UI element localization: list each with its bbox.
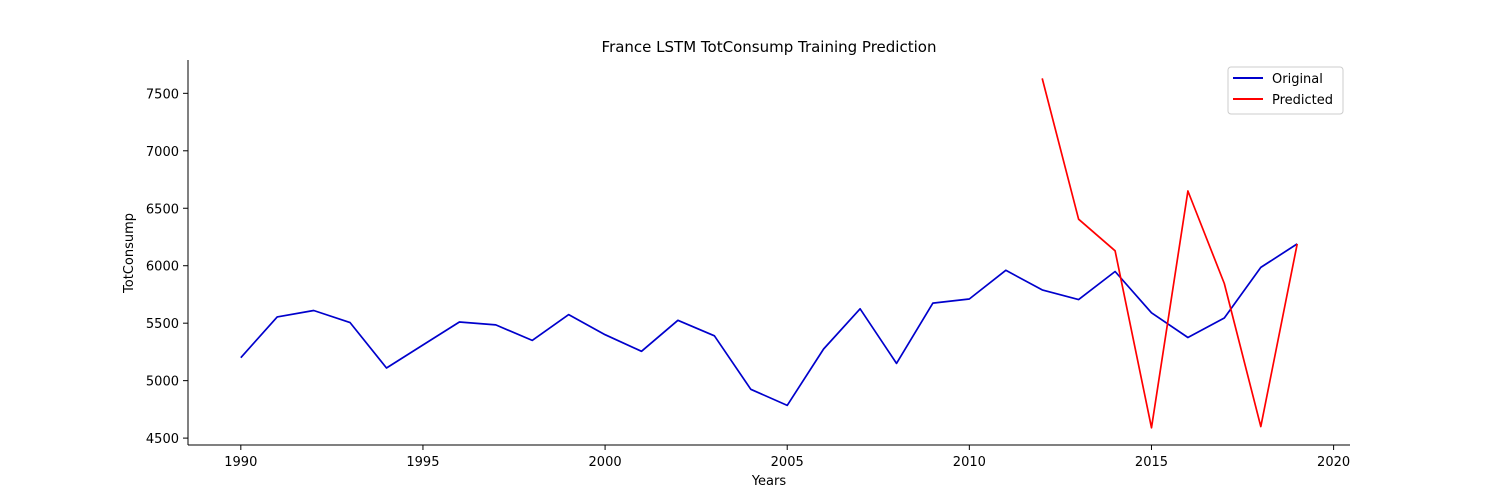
y-tick-label: 6500	[146, 202, 179, 217]
y-tick-label: 5500	[146, 317, 179, 332]
x-tick-label: 2010	[953, 455, 986, 470]
legend-label-predicted: Predicted	[1272, 93, 1333, 108]
x-tick-label: 2020	[1317, 455, 1350, 470]
x-tick-label: 1995	[406, 455, 439, 470]
y-axis-title: TotConsump	[122, 213, 137, 294]
legend-label-original: Original	[1272, 72, 1323, 87]
chart-title: France LSTM TotConsump Training Predicti…	[602, 38, 937, 56]
x-tick-label: 2000	[589, 455, 622, 470]
legend: Original Predicted	[1227, 66, 1344, 115]
x-axis-ticks: 1990 1995 2000 2005 2010 2015 2020	[224, 445, 1350, 470]
y-tick-label: 5000	[146, 375, 179, 390]
plot-area	[240, 78, 1299, 429]
series-line-original	[240, 243, 1298, 407]
x-axis-title: Years	[751, 474, 787, 489]
y-tick-label: 7000	[146, 145, 179, 160]
y-tick-label: 7500	[146, 87, 179, 102]
x-tick-label: 2015	[1135, 455, 1168, 470]
x-tick-label: 1990	[224, 455, 257, 470]
series-line-predicted	[1041, 78, 1299, 429]
y-tick-label: 4500	[146, 432, 179, 447]
x-tick-label: 2005	[771, 455, 804, 470]
y-axis-ticks: 4500 5000 5500 6000 6500 7000 7500	[146, 87, 188, 447]
y-tick-label: 6000	[146, 260, 179, 275]
